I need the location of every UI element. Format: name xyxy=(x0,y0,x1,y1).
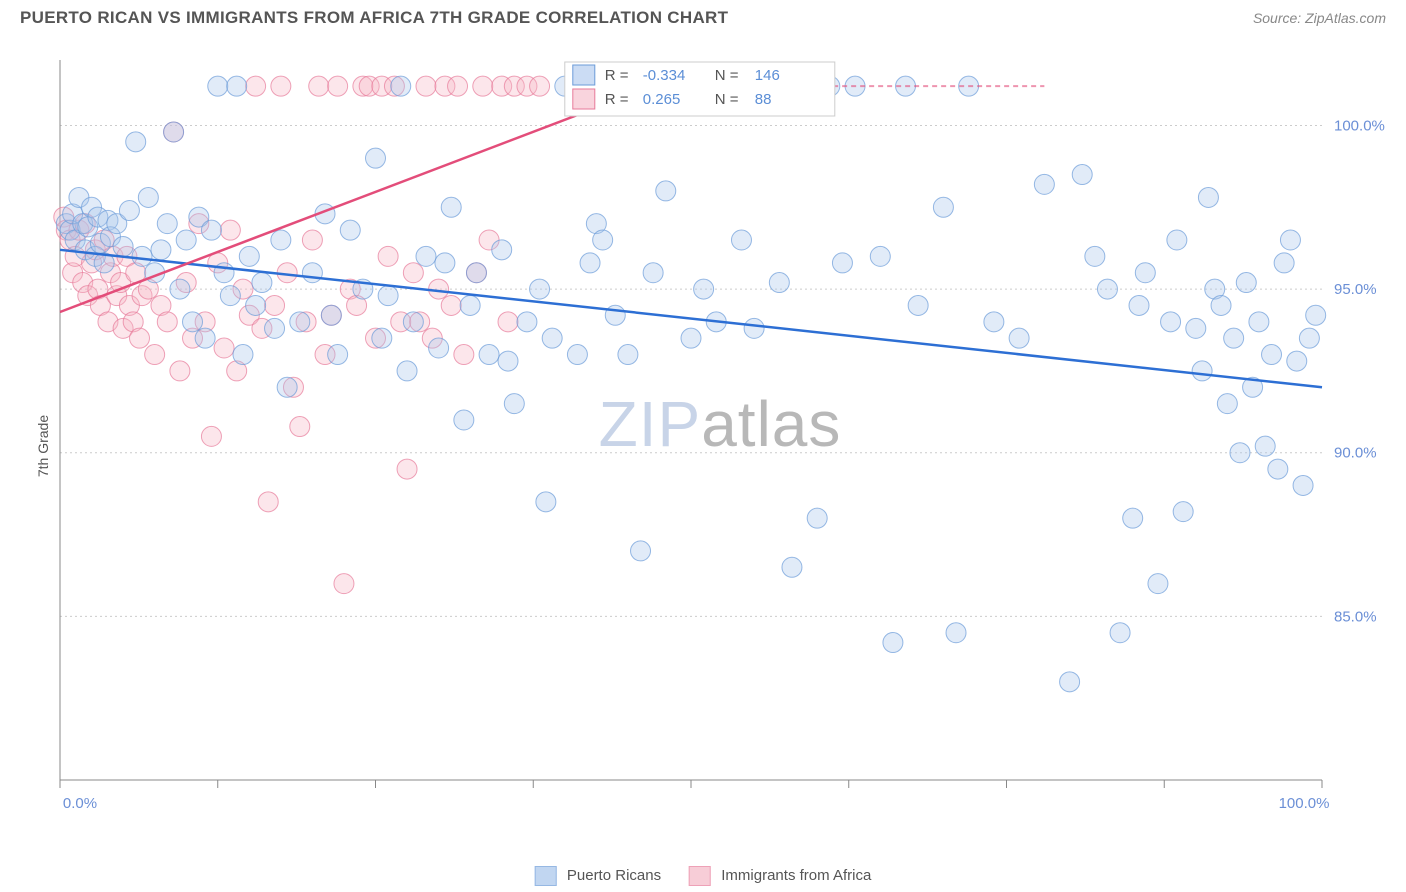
svg-text:R =: R = xyxy=(605,67,629,84)
legend-bottom: Puerto Ricans Immigrants from Africa xyxy=(535,866,872,886)
chart-title: PUERTO RICAN VS IMMIGRANTS FROM AFRICA 7… xyxy=(20,8,728,28)
legend-item-puerto-ricans: Puerto Ricans xyxy=(535,866,661,886)
svg-text:95.0%: 95.0% xyxy=(1334,281,1377,298)
svg-text:90.0%: 90.0% xyxy=(1334,445,1377,462)
svg-text:N =: N = xyxy=(715,91,739,108)
chart-source: Source: ZipAtlas.com xyxy=(1253,10,1386,26)
svg-text:146: 146 xyxy=(755,67,780,84)
svg-text:R =: R = xyxy=(605,91,629,108)
svg-text:100.0%: 100.0% xyxy=(1334,117,1385,134)
svg-text:0.0%: 0.0% xyxy=(63,795,97,812)
svg-text:0.265: 0.265 xyxy=(643,91,681,108)
svg-text:85.0%: 85.0% xyxy=(1334,608,1377,625)
legend-label-0: Puerto Ricans xyxy=(567,867,661,884)
legend-swatch-pink xyxy=(689,866,711,886)
chart-area: 85.0% 90.0% 95.0% 100.0% 0.0% 100.0% R = -0.334… xyxy=(50,50,1390,830)
chart-header: PUERTO RICAN VS IMMIGRANTS FROM AFRICA 7… xyxy=(0,0,1406,32)
legend-label-1: Immigrants from Africa xyxy=(721,867,871,884)
scatter-chart: 85.0% 90.0% 95.0% 100.0% 0.0% 100.0% R = -0.334… xyxy=(50,50,1390,830)
svg-text:-0.334: -0.334 xyxy=(643,67,686,84)
svg-text:100.0%: 100.0% xyxy=(1279,795,1330,812)
y-axis-label: 7th Grade xyxy=(35,415,51,477)
legend-swatch-blue xyxy=(535,866,557,886)
svg-text:N =: N = xyxy=(715,67,739,84)
legend-item-africa: Immigrants from Africa xyxy=(689,866,871,886)
svg-text:88: 88 xyxy=(755,91,772,108)
